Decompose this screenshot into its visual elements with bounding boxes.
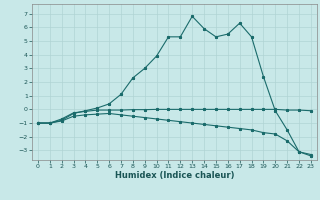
X-axis label: Humidex (Indice chaleur): Humidex (Indice chaleur) xyxy=(115,171,234,180)
